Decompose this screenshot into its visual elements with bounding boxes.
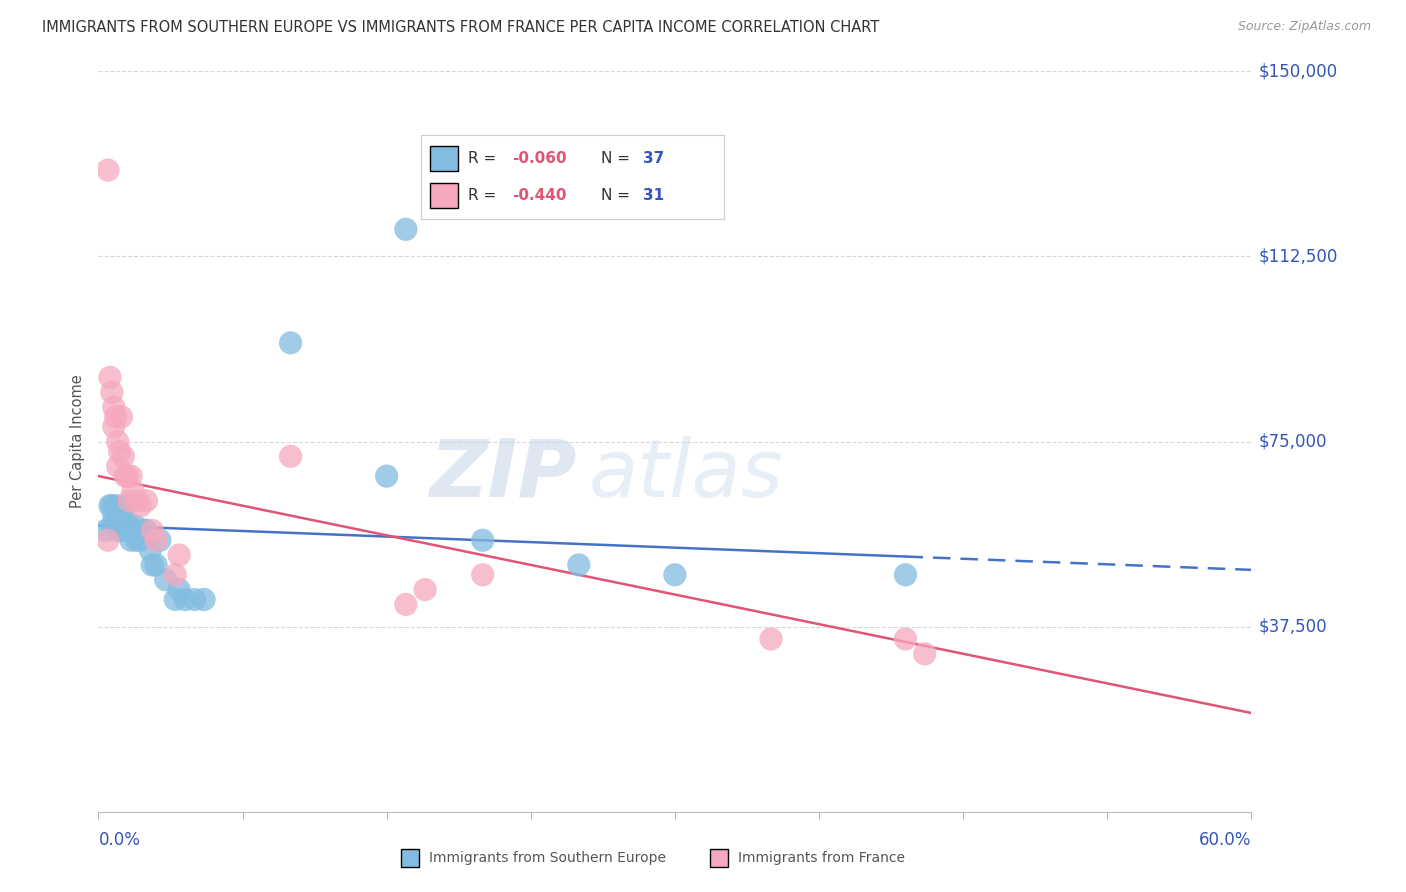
Text: Source: ZipAtlas.com: Source: ZipAtlas.com [1237, 20, 1371, 33]
Point [107, 508, 129, 523]
Text: N =: N = [602, 151, 636, 166]
Point [101, 518, 124, 533]
Point [894, 632, 917, 646]
Point [139, 543, 162, 558]
FancyBboxPatch shape [430, 145, 457, 171]
Point [112, 450, 135, 464]
Point [101, 499, 124, 513]
Point [141, 558, 163, 572]
Text: R =: R = [468, 151, 501, 166]
Point [118, 518, 141, 533]
Text: IMMIGRANTS FROM SOUTHERN EUROPE VS IMMIGRANTS FROM FRANCE PER CAPITA INCOME CORR: IMMIGRANTS FROM SOUTHERN EUROPE VS IMMIG… [42, 20, 879, 35]
Point [122, 524, 145, 538]
Point [413, 582, 436, 597]
Y-axis label: Per Capita Income: Per Capita Income [70, 375, 86, 508]
Point [98, 370, 121, 384]
Point [108, 518, 131, 533]
Point [174, 592, 197, 607]
Point [120, 469, 142, 483]
Point [107, 459, 129, 474]
Text: 37: 37 [644, 151, 665, 166]
Point [107, 524, 129, 538]
Point [107, 434, 129, 449]
Point [894, 567, 917, 582]
Point [110, 409, 132, 424]
Point [167, 582, 190, 597]
Point [375, 469, 398, 483]
Text: $150,000: $150,000 [1258, 62, 1337, 80]
Point [98, 499, 121, 513]
Text: $37,500: $37,500 [1258, 617, 1327, 636]
Point [103, 508, 125, 523]
Text: 0.0%: 0.0% [98, 831, 141, 849]
Point [114, 469, 136, 483]
Point [155, 573, 177, 587]
Point [120, 533, 142, 548]
Point [129, 499, 152, 513]
Point [135, 524, 157, 538]
Text: $75,000: $75,000 [1258, 433, 1327, 450]
Point [141, 524, 163, 538]
Point [395, 598, 418, 612]
Point [97, 533, 120, 548]
Point [125, 493, 148, 508]
Point [110, 508, 132, 523]
Point [145, 533, 167, 548]
Point [108, 444, 131, 458]
Point [124, 518, 146, 533]
Point [914, 647, 936, 661]
Point [395, 222, 418, 236]
Text: R =: R = [468, 188, 501, 203]
Text: N =: N = [602, 188, 636, 203]
Point [97, 163, 120, 178]
Point [280, 450, 302, 464]
Point [94, 524, 117, 538]
Point [471, 567, 494, 582]
Point [112, 524, 135, 538]
Point [117, 469, 138, 483]
Point [103, 400, 125, 414]
Point [165, 592, 187, 607]
Point [664, 567, 686, 582]
Point [135, 493, 157, 508]
Point [149, 533, 172, 548]
Point [101, 385, 124, 400]
Text: -0.440: -0.440 [512, 188, 567, 203]
Text: 60.0%: 60.0% [1199, 831, 1251, 849]
Point [568, 558, 591, 572]
Point [114, 499, 136, 513]
Point [165, 567, 187, 582]
Text: -0.060: -0.060 [512, 151, 567, 166]
Point [471, 533, 494, 548]
Text: $112,500: $112,500 [1258, 247, 1337, 266]
Point [104, 499, 127, 513]
Text: Immigrants from France: Immigrants from France [738, 851, 905, 865]
Point [104, 409, 127, 424]
Point [145, 558, 167, 572]
Point [103, 419, 125, 434]
Point [759, 632, 782, 646]
Point [167, 548, 190, 562]
Point [125, 533, 148, 548]
Text: 31: 31 [644, 188, 665, 203]
FancyBboxPatch shape [430, 183, 457, 209]
Text: ZIP: ZIP [429, 436, 576, 514]
Point [183, 592, 205, 607]
Point [193, 592, 215, 607]
Point [280, 335, 302, 350]
Point [122, 483, 145, 498]
Text: Immigrants from Southern Europe: Immigrants from Southern Europe [429, 851, 666, 865]
Point [118, 493, 141, 508]
Point [134, 524, 156, 538]
Point [129, 533, 152, 548]
Text: atlas: atlas [588, 436, 783, 514]
